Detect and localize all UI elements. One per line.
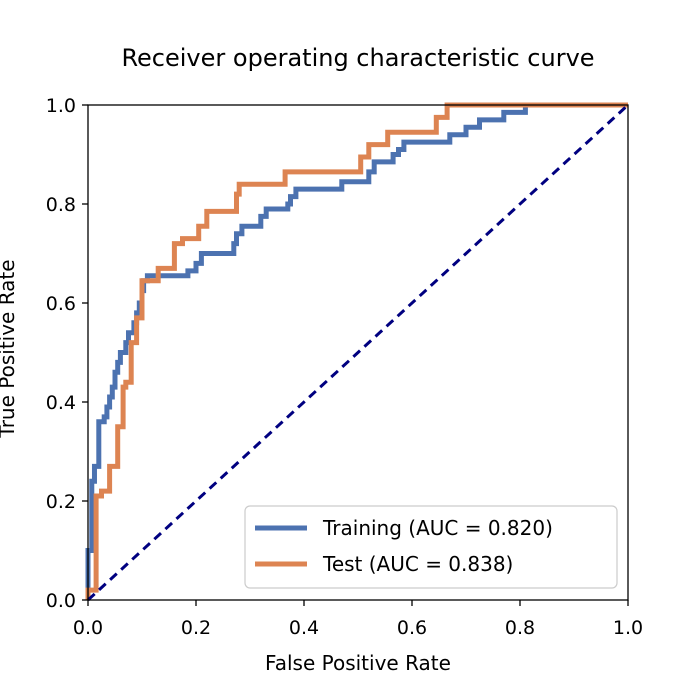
x-tick-label: 0.8 (505, 617, 535, 639)
legend-label-training: Training (AUC = 0.820) (322, 516, 553, 540)
x-tick-label: 0.2 (181, 617, 211, 639)
plot-frame (87, 104, 629, 601)
training-roc-line (85, 102, 628, 600)
x-axis: 0.0 0.2 0.4 0.6 0.8 1.0 (73, 600, 643, 639)
legend-label-test: Test (AUC = 0.838) (322, 552, 513, 576)
y-tick-label: 0.2 (46, 491, 76, 513)
test-roc-line (85, 102, 628, 600)
y-axis: 0.0 0.2 0.4 0.6 0.8 1.0 (46, 95, 88, 612)
x-tick-label: 1.0 (613, 617, 643, 639)
x-axis-title: False Positive Rate (265, 651, 451, 675)
y-axis-title: True Positive Rate (0, 259, 19, 438)
y-tick-label: 1.0 (46, 95, 76, 117)
x-tick-label: 0.0 (73, 617, 103, 639)
y-tick-label: 0.0 (46, 590, 76, 612)
reference-diagonal-line (86, 103, 630, 602)
y-tick-label: 0.4 (46, 392, 76, 414)
series-layer (85, 102, 628, 600)
legend-frame (244, 505, 618, 589)
legend: Training (AUC = 0.820) Test (AUC = 0.838… (244, 505, 618, 589)
y-tick-label: 0.6 (46, 293, 76, 315)
y-tick-label: 0.8 (46, 194, 76, 216)
x-tick-label: 0.6 (397, 617, 427, 639)
x-tick-label: 0.4 (289, 617, 319, 639)
chart-title: Receiver operating characteristic curve (121, 44, 594, 72)
